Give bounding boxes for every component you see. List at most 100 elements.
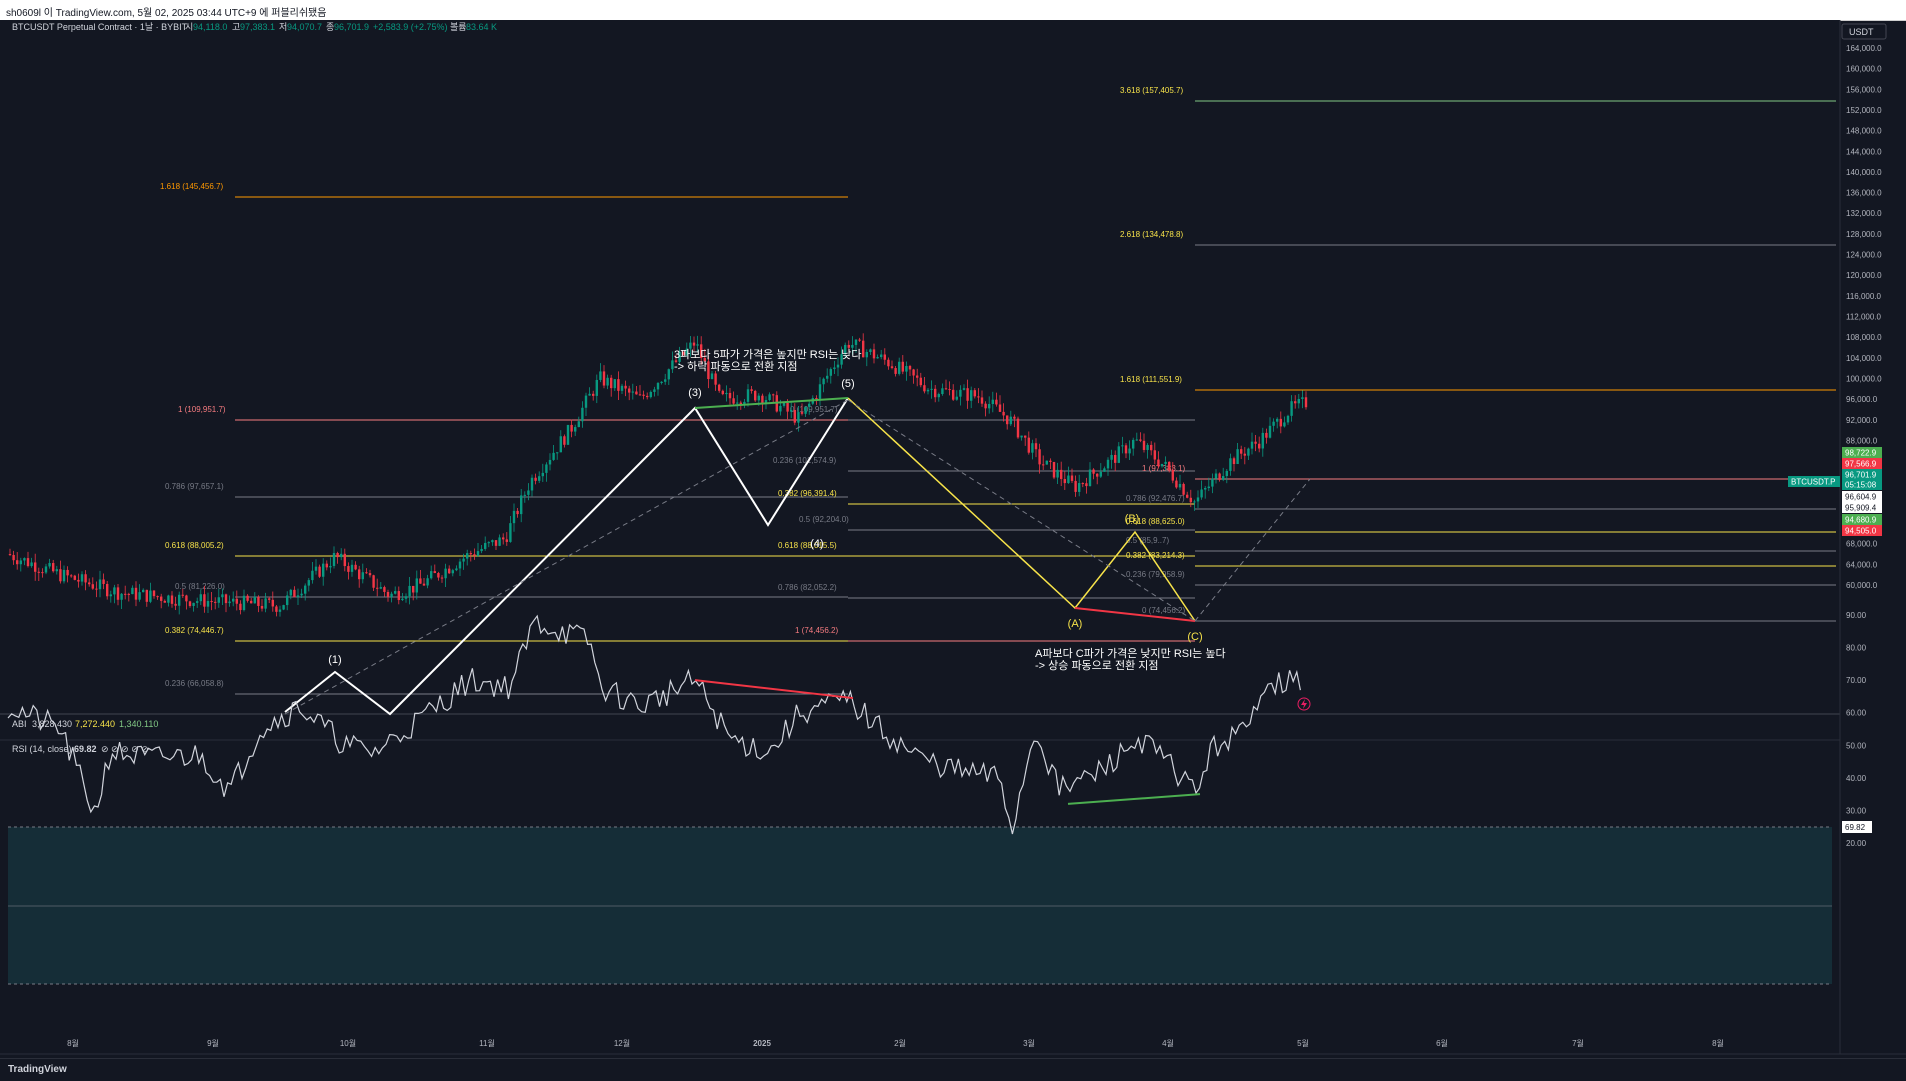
impulse-wave-line[interactable]: [284, 397, 849, 716]
candle-body: [883, 354, 886, 360]
fibonacci-levels[interactable]: 1.618 (145,456.7) 1 (109,951.7) 0.786 (97,…: [160, 86, 1836, 695]
candle-body: [1171, 469, 1174, 481]
price-axis-label: 128,000.0: [1846, 230, 1882, 239]
candle-body: [728, 392, 732, 399]
candle-body: [890, 366, 894, 369]
ohlc-close-value: 96,701.9: [334, 22, 369, 32]
candle-body: [329, 565, 332, 568]
wave-label: (5): [841, 378, 854, 390]
tradingview-logo[interactable]: TradingView: [8, 1064, 67, 1075]
rsi-line[interactable]: [7, 614, 1301, 835]
candle-body: [340, 553, 343, 558]
candle-body: [1128, 448, 1131, 454]
currency-box[interactable]: [1841, 23, 1887, 40]
elliott-wave-lines[interactable]: [284, 397, 1311, 716]
rsi-axis[interactable]: 90.00 80.00 70.00 60.00 50.00 40.00 30.00 20.00: [1846, 611, 1867, 848]
fib-label-mid: 0.618 (88,015.5): [778, 541, 837, 550]
candle-body: [505, 539, 508, 542]
candle-body: [311, 570, 314, 581]
candle-body: [653, 389, 656, 392]
candle-body: [224, 594, 228, 604]
candle-body: [1020, 435, 1023, 438]
candle-body: [793, 410, 796, 423]
price-axis-label: 136,000.0: [1846, 189, 1882, 198]
wave-label: (4): [810, 538, 823, 550]
candle-body: [768, 394, 771, 401]
wave-label: (C): [1187, 631, 1202, 643]
candle-body: [876, 357, 879, 359]
candle-body: [779, 405, 782, 412]
rsi-legend[interactable]: RSI (14, close) 69.82 ⊘ ⊘ ⊘ ⊘ ⊘: [12, 744, 149, 754]
candle-body: [973, 390, 976, 397]
candle-body: [134, 587, 138, 600]
trend-channel-line-3[interactable]: [1194, 478, 1311, 622]
candle-body: [523, 494, 526, 496]
candle-body: [419, 578, 422, 584]
price-divergence-line[interactable]: [694, 397, 849, 409]
annotation-bottom[interactable]: A파보다 C파가 가격은 낮지만 RSI는 높다 -> 상승 파동으로 전환 지…: [1035, 647, 1226, 672]
candle-body: [919, 377, 922, 386]
candle-body: [934, 388, 937, 398]
price-axis-label: 68,000.0: [1846, 540, 1878, 549]
time-axis-label: 2025: [753, 1039, 771, 1048]
candle-body: [682, 351, 685, 355]
chart-area[interactable]: 1.618 (145,456.7) 1 (109,951.7) 0.786 (97,…: [0, 20, 1906, 1058]
candle-body: [797, 412, 800, 423]
candle-body: [955, 396, 958, 400]
rsi-divergence-lines[interactable]: [694, 679, 1201, 805]
corrective-wave-line[interactable]: [847, 397, 1196, 622]
candle-body: [390, 593, 393, 597]
candle-body: [1153, 450, 1156, 460]
candle-body: [1182, 483, 1185, 495]
fib-label-right: 2.618 (134,478.8): [1120, 230, 1183, 239]
candle-body: [826, 375, 829, 379]
candle-body: [628, 388, 631, 393]
candle-body: [944, 388, 948, 390]
candle-body: [437, 573, 440, 578]
price-tag: 96,604.9: [1845, 493, 1877, 502]
rsi-bearish-divergence[interactable]: [694, 679, 854, 700]
candle-body: [1146, 444, 1149, 450]
rsi-value-tag-bg: [1842, 821, 1872, 833]
rsi-axis-label: 50.00: [1846, 741, 1867, 750]
candle-body: [44, 566, 48, 573]
candle-body: [314, 566, 318, 571]
candle-body: [1045, 460, 1048, 465]
candle-body: [761, 395, 764, 404]
candle-body: [1052, 461, 1056, 478]
symbol-title[interactable]: BTCUSDT Perpetual Contract · 1날 · BYBIT: [12, 22, 188, 32]
candlesticks[interactable]: [8, 333, 1308, 617]
candle-body: [959, 389, 962, 397]
candle-body: [991, 399, 994, 405]
candle-body: [433, 571, 436, 574]
time-axis[interactable]: 8월 9월 10월 11월 12월 2025 2월 3월 4월 5월 6월 7월 8월: [67, 1038, 1724, 1048]
candle-body: [818, 384, 822, 399]
candle-body: [707, 361, 710, 380]
candle-body: [592, 393, 595, 396]
candle-body: [512, 510, 516, 524]
candle-body: [260, 605, 264, 609]
candle-body: [1225, 470, 1228, 477]
candle-body: [851, 344, 854, 348]
rsi-bullish-divergence[interactable]: [1067, 793, 1201, 805]
candle-body: [595, 379, 598, 396]
candle-body: [210, 601, 213, 603]
candle-body: [1124, 445, 1128, 454]
candle-body: [836, 364, 840, 368]
candle-body: [113, 587, 116, 595]
candle-body: [718, 384, 721, 391]
lightning-icon[interactable]: [1297, 697, 1311, 711]
trend-channel-line-2[interactable]: [847, 399, 1196, 622]
time-axis-label: 12월: [614, 1038, 630, 1048]
abi-legend[interactable]: ABI 3,828.430 7,272.440 1,340.110: [12, 719, 158, 729]
fib-label-right: 1 (97,383.1): [1142, 464, 1185, 473]
price-tag: 94,505.0: [1845, 527, 1877, 536]
fib-label-right: 0.618 (88,625.0): [1126, 517, 1185, 526]
price-axis-label: 120,000.0: [1846, 271, 1882, 280]
candle-body: [1042, 464, 1045, 466]
annotation-top[interactable]: 3파보다 5파가 가격은 높지만 RSI는 낮다 -> 하락 파동으로 전환 지…: [674, 348, 862, 373]
candle-body: [721, 390, 724, 395]
candle-body: [930, 388, 933, 390]
price-divergence-line-2[interactable]: [1074, 607, 1196, 622]
candle-body: [1002, 411, 1005, 416]
